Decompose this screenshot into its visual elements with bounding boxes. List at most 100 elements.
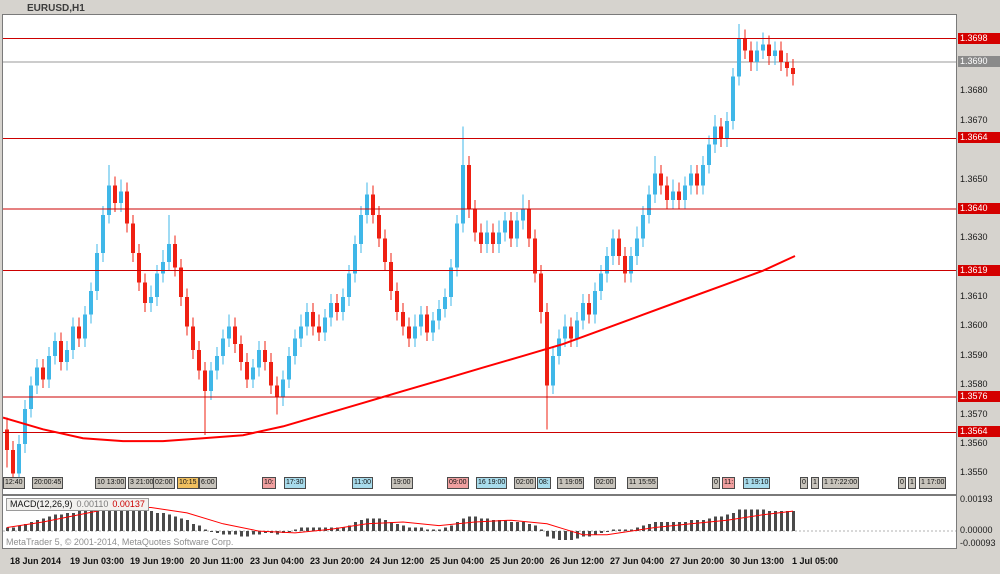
macd-histogram-bar	[336, 527, 339, 532]
macd-histogram-bar	[570, 531, 573, 541]
candle-body	[395, 291, 399, 312]
candle-body	[611, 238, 615, 256]
price-tick-label: 1.3600	[960, 320, 988, 331]
candle-body	[347, 273, 351, 298]
candle-timer-label: 08:	[537, 477, 551, 489]
macd-histogram-bar	[552, 531, 555, 539]
macd-histogram-bar	[6, 527, 9, 532]
macd-histogram-bar	[72, 512, 75, 532]
price-tick-label: 1.3670	[960, 114, 988, 125]
candle-body	[215, 355, 219, 371]
macd-histogram-bar	[204, 529, 207, 532]
candle-timer-label: 1 17:22:00	[822, 477, 860, 489]
macd-panel[interactable]: MACD(12,26,9) 0.00110 0.00137 MetaTrader 5…	[2, 495, 957, 549]
candle-body	[653, 173, 657, 195]
macd-histogram-bar	[702, 520, 705, 532]
time-axis[interactable]: 18 Jun 2014 19 Jun 03:00 19 Jun 19:00 20 Ju…	[2, 556, 1000, 572]
time-tick-label: 25 Jun 20:00	[490, 556, 545, 566]
macd-histogram-bar	[516, 522, 519, 532]
macd-histogram-bar	[120, 503, 123, 532]
macd-histogram-bar	[258, 531, 261, 535]
candle-body	[791, 67, 795, 74]
macd-histogram-bar	[492, 520, 495, 532]
macd-histogram-bar	[708, 518, 711, 532]
candle-body	[233, 326, 237, 345]
candle-timer-label: 6:00	[199, 477, 217, 489]
macd-histogram-bar	[462, 518, 465, 532]
macd-histogram-bar	[408, 527, 411, 532]
candle-timer-label: 11:00	[352, 477, 373, 489]
time-tick-label: 24 Jun 12:00	[370, 556, 425, 566]
macd-histogram-bar	[768, 511, 771, 532]
candle-body	[569, 326, 573, 339]
macd-histogram-bar	[540, 529, 543, 532]
candle-body	[251, 367, 255, 380]
candle-body	[617, 238, 621, 256]
macd-histogram-bar	[228, 531, 231, 535]
candle-body	[731, 76, 735, 121]
candle-body	[587, 302, 591, 315]
candle-body	[767, 44, 771, 57]
price-tick-label: 1.3550	[960, 467, 988, 478]
candle-body	[461, 164, 465, 224]
candle-timer-label: 16 19:00	[476, 477, 508, 489]
candle-body	[785, 62, 789, 68]
candle-body	[293, 338, 297, 356]
macd-histogram-bar	[180, 518, 183, 532]
macd-histogram-bar	[132, 505, 135, 532]
candle-timer-label: 0	[800, 477, 808, 489]
candle-timer-label: 02:00	[594, 477, 616, 489]
macd-histogram-bar	[54, 514, 57, 532]
candle-body	[683, 185, 687, 201]
macd-histogram-bar	[24, 523, 27, 532]
macd-histogram-bar	[510, 522, 513, 532]
macd-histogram-bar	[624, 529, 627, 532]
macd-tick-label: 0.00193	[960, 494, 993, 504]
candle-body	[503, 220, 507, 233]
candle-body	[491, 232, 495, 245]
candle-body	[365, 194, 369, 215]
candle-timer-label: 20:00:45	[32, 477, 64, 489]
price-chart[interactable]	[2, 14, 957, 495]
candle-timer-label: 1 17:00	[919, 477, 947, 489]
macd-histogram-bar	[30, 522, 33, 532]
macd-histogram-bar	[78, 511, 81, 532]
macd-histogram-bar	[732, 512, 735, 532]
candle-body	[677, 191, 681, 201]
candle-body	[647, 194, 651, 215]
macd-histogram-bar	[504, 520, 507, 532]
macd-histogram-bar	[102, 503, 105, 532]
macd-histogram-bar	[342, 527, 345, 532]
candle-body	[53, 341, 57, 356]
price-tick-label: 1.3560	[960, 438, 988, 449]
candle-body	[689, 173, 693, 186]
macd-histogram-bar	[126, 503, 129, 532]
macd-histogram-bar	[324, 527, 327, 532]
candle-body	[203, 370, 207, 392]
candle-body	[341, 297, 345, 312]
candle-body	[107, 185, 111, 215]
macd-histogram-bar	[348, 525, 351, 532]
price-axis[interactable]: 1.3680 1.3670 1.3650 1.3630 1.3610 1.3600 1.35…	[958, 14, 1000, 493]
candle-body	[239, 344, 243, 362]
macd-histogram-bar	[90, 507, 93, 532]
macd-histogram-bar	[444, 527, 447, 532]
candle-body	[101, 214, 105, 254]
candlestick-plot	[3, 23, 956, 489]
macd-histogram-bar	[750, 509, 753, 532]
candle-timer-row: 12:40 20:00:45 10 13:00 3 21:00 02:00 10:15 6:…	[0, 477, 1000, 489]
macd-histogram-bar	[150, 511, 153, 532]
macd-histogram-bar	[792, 511, 795, 532]
macd-histogram-bar	[498, 520, 501, 532]
candle-body	[353, 244, 357, 274]
candle-body	[359, 214, 363, 245]
macd-histogram-bar	[486, 518, 489, 532]
candle-timer-label: 1	[811, 477, 819, 489]
candle-timer-label: 02:00	[153, 477, 175, 489]
macd-histogram-bar	[780, 511, 783, 532]
candle-timer-label: 17:30	[284, 477, 306, 489]
candle-body	[779, 50, 783, 63]
candle-body	[377, 214, 381, 239]
candle-body	[419, 314, 423, 327]
candle-body	[407, 326, 411, 339]
